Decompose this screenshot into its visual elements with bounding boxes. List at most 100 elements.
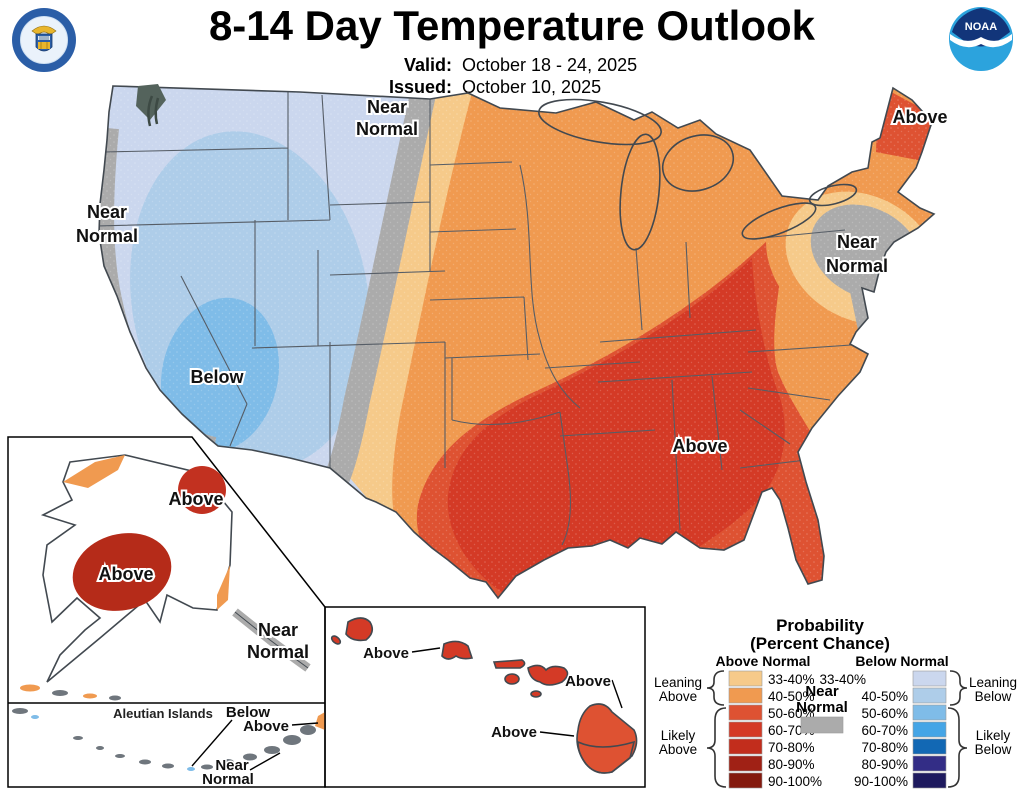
legend-likely-below: Likely xyxy=(976,728,1011,743)
puget-sound-islands xyxy=(136,84,166,127)
ak-peninsula-islands xyxy=(20,684,121,701)
dept-of-commerce-seal xyxy=(12,8,76,72)
label-matl-near-normal-2: Normal xyxy=(826,256,888,276)
lake-erie xyxy=(741,202,817,240)
legend-leaning-below-2: Below xyxy=(975,689,1012,704)
issued-value: October 10, 2025 xyxy=(462,77,602,97)
label-ak-above-ne: Above xyxy=(168,489,223,509)
leader-aleutian-below xyxy=(191,719,233,767)
doc-seal-emblem xyxy=(31,25,57,52)
valid-row: Valid: October 18 - 24, 2025 xyxy=(0,55,1024,76)
aleutian-islands-shapes xyxy=(12,708,325,771)
legend-subtitle: (Percent Chance) xyxy=(750,634,890,653)
range-below-3: 60-70% xyxy=(861,723,908,738)
label-hi-above-big: Above xyxy=(491,724,537,741)
leader-hi-oahu xyxy=(411,647,441,653)
legend-likely-below-2: Below xyxy=(975,742,1012,757)
noaa-logo-text: NOAA xyxy=(965,21,997,33)
legend-leaning-below: Leaning xyxy=(969,675,1017,690)
swatch-above-60-70 xyxy=(728,721,763,738)
alaska-se-orange xyxy=(217,565,230,610)
alaska-nw-orange xyxy=(63,455,125,488)
alaska-panhandle-outline xyxy=(234,611,309,669)
leader-aleutian-above xyxy=(291,722,319,726)
range-below-4: 70-80% xyxy=(861,740,908,755)
brace-likely-above xyxy=(706,707,727,788)
swatch-below-50-60 xyxy=(912,704,947,721)
swatch-above-33-40 xyxy=(728,670,763,687)
label-aleutian-islands: Aleutian Islands xyxy=(113,706,213,721)
hawaii-islands xyxy=(330,617,638,774)
brace-likely-below xyxy=(947,707,968,788)
leader-hi-big-ne xyxy=(611,679,623,709)
swatch-below-90-100 xyxy=(912,772,947,789)
legend-title: Probability xyxy=(776,616,864,635)
alaska-core-dark xyxy=(72,533,172,611)
alaska-inset: Above Above Near Normal xyxy=(7,436,326,788)
legend-leaning-above-2: Above xyxy=(659,689,697,704)
label-maine-above: Above xyxy=(892,107,947,127)
page-title: 8-14 Day Temperature Outlook xyxy=(208,2,816,49)
brace-leaning-above xyxy=(706,670,725,706)
alaska-mainland xyxy=(40,454,233,683)
range-above-1: 40-50% xyxy=(768,689,815,704)
label-aleutian-near: Near xyxy=(215,757,249,774)
legend-near-label-2: Normal xyxy=(796,699,848,716)
label-hi-above-oahu: Above xyxy=(363,645,409,662)
label-matl-near-normal: Near xyxy=(837,232,877,252)
label-nw-near-normal-2: Normal xyxy=(356,119,418,139)
range-below-0: 33-40% xyxy=(819,672,866,687)
legend-above-header: Above Normal xyxy=(716,653,811,669)
swatch-below-80-90 xyxy=(912,755,947,772)
legend: Probability (Percent Chance) Above Norma… xyxy=(654,616,1017,789)
swatch-above-50-60 xyxy=(728,704,763,721)
swatch-above-90-100 xyxy=(728,772,763,789)
leader-aleutian-near xyxy=(249,752,281,771)
state-boundaries xyxy=(99,92,867,546)
range-above-0: 33-40% xyxy=(768,672,815,687)
legend-leaning-above: Leaning xyxy=(654,675,702,690)
label-nw-near-normal: Near xyxy=(367,97,407,117)
swatch-above-40-50 xyxy=(728,687,763,704)
swatch-below-40-50 xyxy=(912,687,947,704)
brace-leaning-below xyxy=(949,670,968,706)
big-island-south-orange xyxy=(577,740,636,774)
range-below-1: 40-50% xyxy=(861,689,908,704)
leader-hi-big-w xyxy=(539,731,575,737)
legend-below-column: 33-40% 40-50% 50-60% 60-70% 70-80% 80-90… xyxy=(819,670,947,789)
alaska-ne-dark-patch xyxy=(178,466,226,514)
range-above-6: 90-100% xyxy=(768,774,822,789)
hawaii-frame xyxy=(324,606,646,788)
label-aleutian-above: Above xyxy=(243,718,289,735)
swatch-below-60-70 xyxy=(912,721,947,738)
lake-ontario xyxy=(808,183,858,207)
issued-row: Issued: October 10, 2025 xyxy=(0,77,1024,98)
swatch-below-33-40 xyxy=(912,670,947,687)
swatch-above-80-90 xyxy=(728,755,763,772)
valid-value: October 18 - 24, 2025 xyxy=(462,55,638,75)
label-ak-near-normal-2: Normal xyxy=(247,642,309,662)
issued-label: Issued: xyxy=(388,77,452,97)
swatch-above-70-80 xyxy=(728,738,763,755)
noaa-logo: NOAA xyxy=(949,7,1013,71)
range-below-6: 90-100% xyxy=(854,774,908,789)
swatch-near-normal xyxy=(800,716,844,734)
swatch-below-70-80 xyxy=(912,738,947,755)
aleutian-panel: Aleutian Islands Below Above Near Normal xyxy=(12,703,325,790)
conus-outline xyxy=(98,85,936,600)
label-hi-above-maui: Above xyxy=(565,673,611,690)
label-ak-above-center: Above xyxy=(98,564,153,584)
label-west-near-normal: Near xyxy=(87,202,127,222)
issue-block: Valid: October 18 - 24, 2025 Issued: Oct… xyxy=(0,54,1024,98)
range-above-5: 80-90% xyxy=(768,757,815,772)
legend-below-header: Below Normal xyxy=(855,653,948,669)
label-se-above: Above xyxy=(672,436,727,456)
range-above-4: 70-80% xyxy=(768,740,815,755)
map-texture xyxy=(99,86,934,598)
label-aleutian-near-2: Normal xyxy=(202,771,254,788)
label-ak-near-normal: Near xyxy=(258,620,298,640)
lake-huron xyxy=(661,134,735,192)
legend-near-label: Near xyxy=(805,683,839,700)
